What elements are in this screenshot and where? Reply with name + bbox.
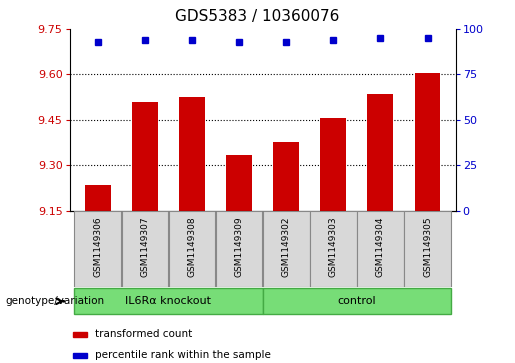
Bar <box>132 102 158 211</box>
Bar <box>263 211 310 287</box>
Bar <box>404 211 451 287</box>
Bar <box>415 73 440 211</box>
Bar <box>273 143 299 211</box>
Bar <box>85 185 111 211</box>
Bar <box>169 211 215 287</box>
Text: percentile rank within the sample: percentile rank within the sample <box>95 350 270 360</box>
Bar <box>74 288 263 314</box>
Text: transformed count: transformed count <box>95 329 192 339</box>
Bar <box>226 155 252 211</box>
Text: IL6Rα knockout: IL6Rα knockout <box>126 296 212 306</box>
Text: control: control <box>337 296 376 306</box>
Bar <box>263 288 451 314</box>
Text: GSM1149302: GSM1149302 <box>282 217 290 277</box>
Bar <box>122 211 168 287</box>
Text: GSM1149306: GSM1149306 <box>93 217 102 277</box>
Bar <box>216 211 263 287</box>
Text: GSM1149307: GSM1149307 <box>141 217 149 277</box>
Bar <box>357 211 404 287</box>
Bar <box>320 118 346 211</box>
Text: GSM1149304: GSM1149304 <box>376 217 385 277</box>
Bar <box>179 97 205 211</box>
Bar <box>73 332 87 337</box>
Text: GSM1149303: GSM1149303 <box>329 217 338 277</box>
Text: GSM1149309: GSM1149309 <box>235 217 244 277</box>
Bar <box>368 94 393 211</box>
Text: GDS5383 / 10360076: GDS5383 / 10360076 <box>175 9 340 24</box>
Bar <box>73 354 87 358</box>
Text: GSM1149308: GSM1149308 <box>187 217 197 277</box>
Bar <box>75 211 121 287</box>
Bar <box>310 211 356 287</box>
Text: genotype/variation: genotype/variation <box>5 296 104 306</box>
Text: GSM1149305: GSM1149305 <box>423 217 432 277</box>
